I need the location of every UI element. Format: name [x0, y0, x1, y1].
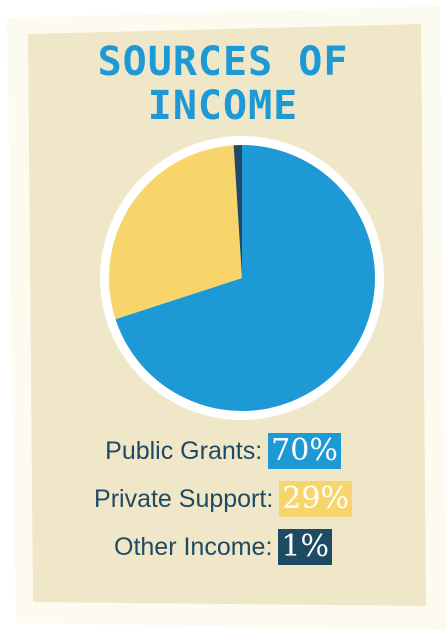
legend-row-public-grants: Public Grants: 70%: [0, 430, 446, 471]
legend-value-private-support: 29%: [279, 481, 352, 518]
pie-slice-public-grants: [115, 145, 375, 411]
legend-label-other-income: Other Income:: [114, 533, 273, 562]
legend-row-private-support: Private Support: 29%: [0, 478, 446, 519]
pie-slice-other-income: [233, 145, 242, 278]
chart-title-line-1: SOURCES OF: [97, 39, 349, 85]
legend-value-public-grants: 70%: [268, 433, 341, 470]
pie-slices: [108, 145, 375, 411]
legend-row-other-income: Other Income: 1%: [0, 526, 446, 567]
legend-label-public-grants: Public Grants:: [105, 437, 263, 466]
chart-title-line-2: INCOME: [147, 83, 299, 129]
legend-label-private-support: Private Support:: [94, 485, 274, 514]
chart-title: SOURCES OF INCOME: [0, 40, 446, 128]
pie-slice-private-support: [108, 145, 242, 320]
legend-value-other-income: 1%: [278, 529, 332, 566]
